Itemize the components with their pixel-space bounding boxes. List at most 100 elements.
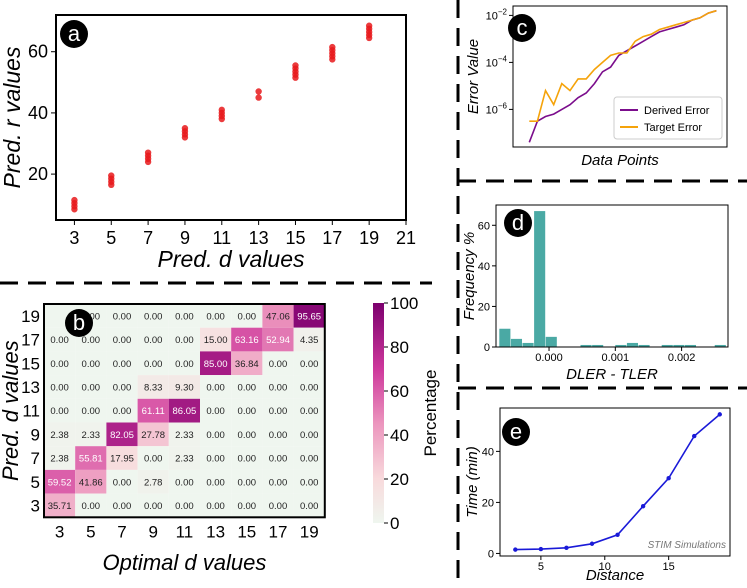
- data-point: [717, 412, 722, 417]
- heatmap-cell-label: 0.00: [113, 477, 132, 488]
- x-tick-label: 10: [599, 561, 611, 573]
- x-tick-label: 15: [285, 228, 305, 248]
- x-tick-label: 0.001: [602, 352, 630, 364]
- heatmap-cell-label: 63.16: [235, 335, 259, 346]
- heatmap-cell-label: 0.00: [113, 311, 132, 322]
- heatmap-cell-label: 0.00: [50, 406, 69, 417]
- colorbar: [373, 303, 384, 523]
- heatmap-cell: [75, 469, 107, 494]
- heatmap-cell: [168, 422, 200, 447]
- heatmap-cell: [106, 446, 138, 470]
- heatmap-cell: [231, 446, 263, 470]
- heatmap-cell: [106, 469, 138, 494]
- panel-b: 0.00 0.00 0.00 0.00 0.00 0.00 47.06 95.65 0.00 0.…: [0, 294, 440, 575]
- heatmap-cell-label: 0.00: [206, 454, 225, 465]
- x-tick-label: 21: [396, 228, 416, 248]
- heatmap-cell: [137, 351, 169, 376]
- x-axis-label: DLER - TLER: [566, 366, 658, 383]
- heatmap-cell-label: 0.00: [269, 359, 288, 370]
- heatmap-cell: [44, 375, 76, 399]
- data-point: [513, 547, 518, 552]
- heatmap-cell-label: 55.81: [79, 454, 103, 465]
- histogram-bar: [673, 344, 685, 347]
- x-axis-label: Optimal d values: [102, 550, 266, 575]
- heatmap-cell: [75, 398, 107, 423]
- heatmap-cell-label: 0.00: [238, 311, 257, 322]
- x-tick-label: 19: [300, 522, 319, 541]
- heatmap-cell: [168, 304, 200, 328]
- heatmap-cell: [200, 375, 232, 399]
- x-tick-label: 7: [143, 228, 153, 248]
- y-axis-label: Pred. d values: [0, 340, 23, 481]
- x-tick-label: 7: [117, 522, 126, 541]
- y-tick-label: 11: [22, 402, 40, 421]
- heatmap-cell: [293, 375, 325, 399]
- heatmap-cell: [293, 304, 325, 328]
- colorbar-tick-label: 80: [390, 338, 409, 357]
- x-tick-label: 17: [269, 522, 288, 541]
- data-point: [292, 62, 299, 69]
- heatmap-cell: [200, 422, 232, 447]
- data-point: [255, 88, 262, 95]
- heatmap-cell-label: 0.00: [238, 454, 257, 465]
- heatmap-cell-label: 0.00: [238, 501, 257, 512]
- heatmap-cell: [200, 469, 232, 494]
- heatmap-cell: [137, 469, 169, 494]
- panel-e: 5 10 15 0 20 40 STIM Simulations Distance Time (…: [464, 407, 731, 584]
- colorbar-tick-label: 0: [390, 514, 399, 533]
- heatmap-cell: [75, 351, 107, 376]
- heatmap-cell-label: 0.00: [113, 382, 132, 393]
- x-tick-label: 11: [176, 522, 194, 541]
- heatmap-cell-label: 95.65: [297, 311, 321, 322]
- x-tick-label: 5: [538, 561, 544, 573]
- colorbar-tick-label: 60: [390, 382, 409, 401]
- heatmap-cell-label: 0.00: [238, 477, 257, 488]
- plot-frame: [495, 204, 729, 348]
- panel-letter-badge: [60, 20, 88, 48]
- heatmap-cell: [231, 375, 263, 399]
- heatmap-cell-label: 0.00: [206, 501, 225, 512]
- heatmap-cell: [293, 398, 325, 423]
- heatmap-cell: [168, 351, 200, 376]
- heatmap-cell: [137, 375, 169, 399]
- y-tick-label: 20: [482, 497, 494, 509]
- heatmap-cell: [231, 469, 263, 494]
- heatmap-cell-label: 0.00: [175, 359, 194, 370]
- y-tick-label: 10−4: [486, 54, 508, 69]
- x-tick-label: 9: [180, 228, 190, 248]
- y-tick-label: 10−6: [486, 101, 508, 116]
- legend-label: Derived Error: [644, 105, 710, 117]
- heatmap-cell-label: 0.00: [300, 477, 319, 488]
- heatmap-cell-label: 0.00: [206, 382, 225, 393]
- heatmap-cell-label: 8.33: [144, 382, 163, 393]
- y-tick-exponent: −2: [498, 7, 508, 16]
- histogram-bar: [615, 344, 627, 347]
- annotation: STIM Simulations: [648, 540, 726, 551]
- heatmap-cell-label: 0.00: [206, 477, 225, 488]
- data-point: [564, 545, 569, 551]
- data-point: [640, 504, 646, 509]
- colorbar-tick-label: 40: [390, 426, 409, 445]
- heatmap-cell-label: 4.35: [300, 335, 319, 346]
- heatmap-cell-label: 61.11: [142, 406, 165, 417]
- heatmap-cell: [44, 351, 76, 376]
- data-point: [255, 94, 262, 101]
- heatmap-cell: [44, 469, 76, 494]
- heatmap-cell-label: 0.00: [113, 406, 132, 417]
- histogram-bar: [522, 342, 534, 347]
- y-tick-label: 40: [478, 261, 490, 273]
- heatmap-cell-label: 47.06: [266, 311, 290, 322]
- heatmap-cell-label: 2.78: [144, 477, 163, 488]
- heatmap-cell: [262, 327, 294, 352]
- heatmap-cell: [137, 446, 169, 470]
- colorbar-tick-label: 20: [390, 470, 409, 489]
- y-axis-label: Time (min): [464, 446, 481, 518]
- heatmap-cell-label: 86.05: [173, 406, 197, 417]
- heatmap-cell: [75, 446, 107, 470]
- panel-letter: d: [512, 210, 524, 235]
- panel-letter-badge: [508, 14, 536, 42]
- heatmap-cell-label: 0.00: [144, 311, 163, 322]
- heatmap-cell: [262, 493, 294, 518]
- x-tick-label: 15: [237, 522, 256, 541]
